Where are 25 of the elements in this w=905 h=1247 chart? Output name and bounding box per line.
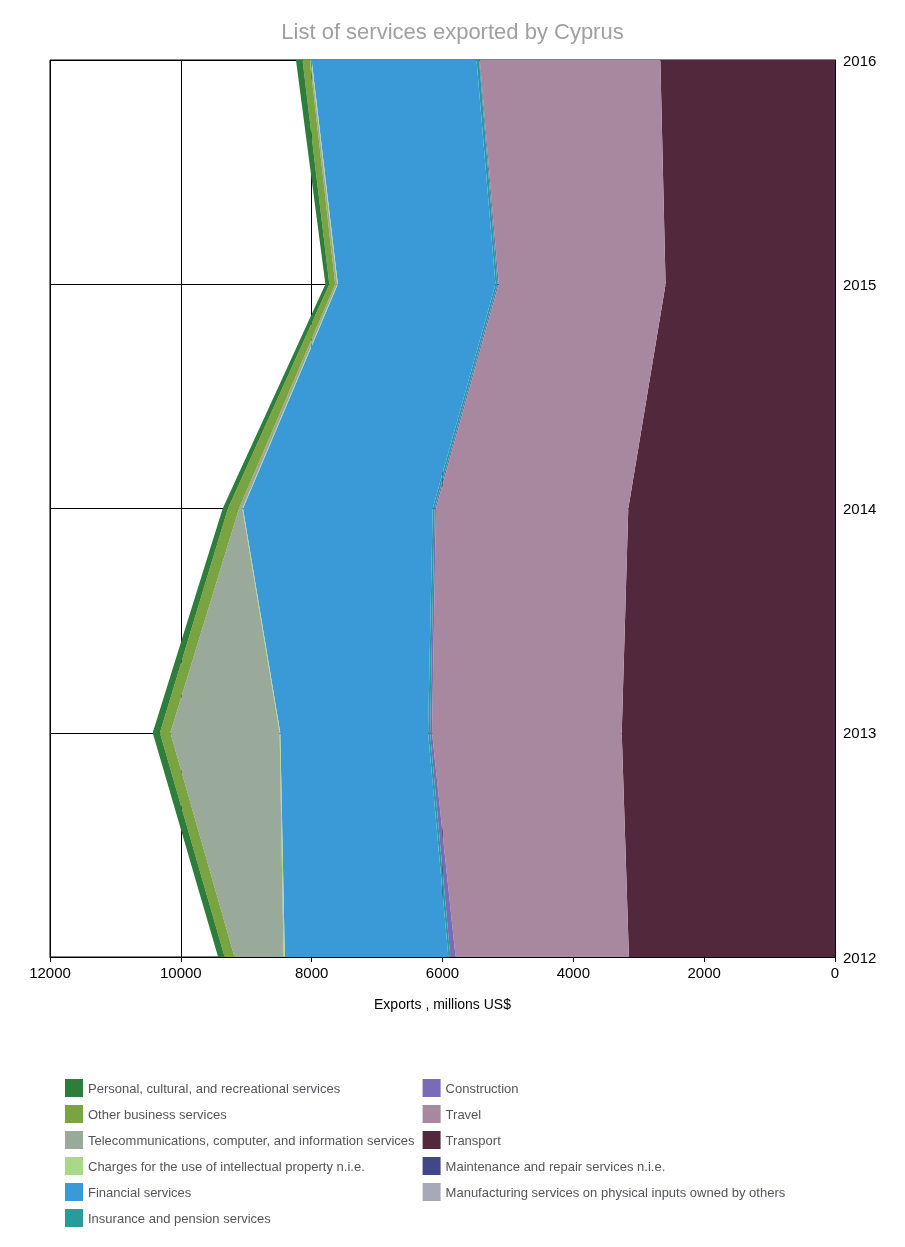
x-tick-label: 6000 bbox=[425, 964, 460, 981]
legend-label: Manufacturing services on physical inputs owned by others bbox=[445, 1184, 786, 1200]
legend-label: Charges for the use of intellectual property n.i.e. bbox=[88, 1158, 365, 1174]
legend-label: Transport bbox=[445, 1132, 502, 1148]
y-tick-label: 2013 bbox=[843, 724, 877, 742]
legend-label: Other business services bbox=[88, 1106, 228, 1122]
x-axis-title: Exports , millions US$ bbox=[374, 996, 512, 1012]
legend-label: Financial services bbox=[88, 1184, 192, 1200]
x-tick-label: 2000 bbox=[687, 964, 721, 981]
y-tick-label: 2016 bbox=[843, 51, 877, 69]
y-tick-label: 2015 bbox=[843, 275, 877, 293]
y-tick-label: 2014 bbox=[843, 500, 877, 517]
x-tick-label: 4000 bbox=[556, 964, 591, 981]
legend-label: Personal, cultural, and recreational services bbox=[88, 1080, 341, 1096]
legend-label: Maintenance and repair services n.i.e. bbox=[445, 1158, 666, 1174]
legend-label: Insurance and pension services bbox=[88, 1210, 272, 1226]
legend-label: Travel bbox=[445, 1106, 482, 1122]
chart-title: List of services exported by Cyprus bbox=[281, 18, 624, 44]
y-tick-label: 2012 bbox=[843, 948, 877, 966]
legend-label: Telecommunications, computer, and information services bbox=[88, 1132, 416, 1148]
legend-label: Construction bbox=[445, 1080, 519, 1096]
x-tick-label: 12000 bbox=[29, 964, 71, 981]
x-tick-label: 10000 bbox=[159, 964, 202, 981]
x-tick-label: 8000 bbox=[294, 964, 329, 981]
x-tick-label: 0 bbox=[830, 964, 840, 981]
